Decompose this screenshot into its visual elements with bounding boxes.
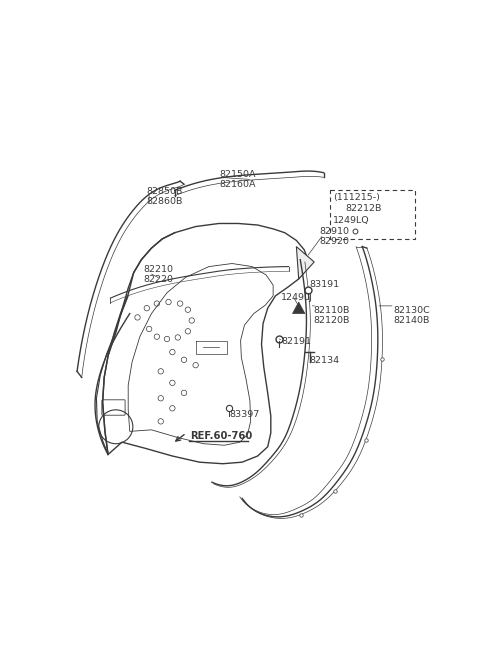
Polygon shape <box>292 302 305 314</box>
Text: 1249LJ: 1249LJ <box>281 293 313 302</box>
Text: 1249LQ: 1249LQ <box>333 216 370 225</box>
Text: 82191: 82191 <box>281 337 311 346</box>
Text: 83191: 83191 <box>310 281 340 289</box>
Text: 82210
82220: 82210 82220 <box>144 265 174 285</box>
Text: (111215-): (111215-) <box>333 193 380 201</box>
Text: 82134: 82134 <box>310 356 340 365</box>
Polygon shape <box>336 222 349 231</box>
Text: 82130C
82140B: 82130C 82140B <box>393 306 430 325</box>
Text: 83397: 83397 <box>229 410 259 419</box>
Text: 82850B
82860B: 82850B 82860B <box>147 186 183 206</box>
Text: 82150A
82160A: 82150A 82160A <box>219 170 255 189</box>
Text: 82212B: 82212B <box>345 204 382 213</box>
Text: REF.60-760: REF.60-760 <box>190 432 252 441</box>
Text: 82110B
82120B: 82110B 82120B <box>313 306 350 325</box>
Bar <box>330 190 415 239</box>
Text: 82910
82920: 82910 82920 <box>320 226 349 246</box>
Polygon shape <box>296 247 314 279</box>
